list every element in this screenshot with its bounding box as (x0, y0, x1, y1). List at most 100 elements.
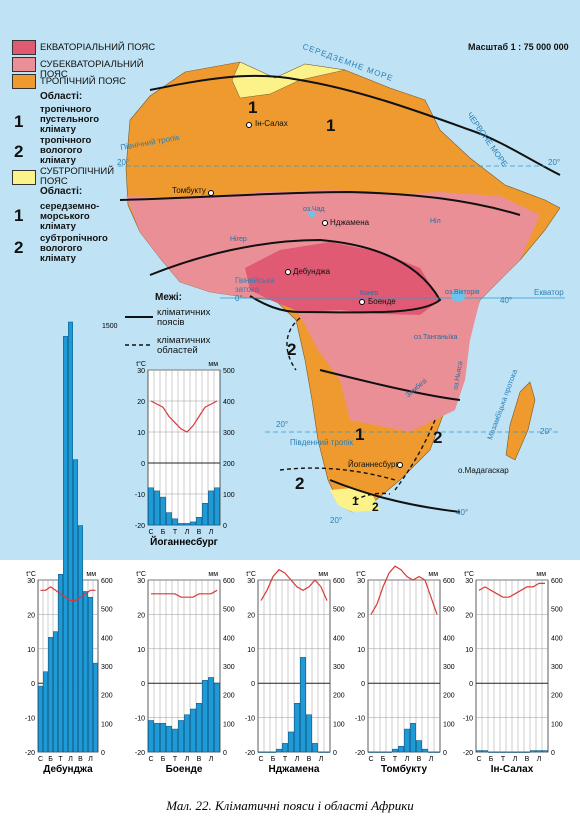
precip-bar (202, 503, 208, 526)
station-name: Боенде (166, 764, 203, 775)
p-tick-label: 600 (333, 578, 345, 585)
p-tick-label: 0 (101, 750, 105, 757)
month-label: С (148, 756, 153, 763)
city-dot-tombouctou (208, 190, 214, 196)
t-tick-label: -20 (25, 750, 35, 757)
p-tick-label: 0 (333, 750, 337, 757)
precip-bar (214, 682, 220, 753)
lake-chad (308, 211, 316, 217)
belt-boundary-4 (319, 369, 461, 401)
month-label: Б (161, 756, 166, 763)
precip-bar (88, 596, 93, 753)
t-unit-label: t°C (136, 360, 146, 368)
city-dot-debundscha (285, 269, 291, 275)
p-tick-label: 100 (223, 721, 235, 728)
precip-bar (392, 748, 398, 753)
t-tick-label: -10 (25, 716, 35, 723)
t-tick-label: 20 (27, 612, 35, 619)
precip-bar (488, 751, 494, 753)
precip-bar (214, 487, 220, 526)
t-tick-label: 30 (357, 578, 365, 585)
precip-bar (276, 748, 282, 753)
month-label: В (525, 756, 530, 763)
p-tick-label: 300 (223, 430, 235, 437)
precip-bar (500, 751, 506, 753)
precip-bar (482, 750, 488, 753)
precip-bar (324, 751, 330, 753)
precip-bar (494, 751, 500, 753)
p-tick-label: 300 (333, 664, 345, 671)
legend-tropical-num-1: 1 (14, 112, 24, 131)
legend: ЕКВАТОРІАЛЬНИЙ ПОЯС СУБЕКВАТОРІАЛЬНИЙ ПО… (0, 0, 160, 380)
legend-equatorial: ЕКВАТОРІАЛЬНИЙ ПОЯС (40, 42, 156, 53)
legend-tropical: ТРОПІЧНИЙ ПОЯС (40, 76, 127, 87)
precip-bar (264, 751, 270, 753)
station-name: Йоганнесбург (150, 535, 218, 548)
precip-bar (476, 750, 482, 753)
legend-regions-heading-2: Області: (40, 186, 83, 197)
precip-bar (38, 685, 43, 753)
precip-bar (160, 496, 166, 526)
precip-bar (422, 748, 428, 753)
month-label: Л (429, 756, 434, 763)
precip-bar (190, 708, 196, 753)
month-label: Л (405, 756, 410, 763)
p-unit-label: мм (536, 571, 546, 578)
swatch-subequatorial (12, 57, 36, 72)
belt-boundary-5 (329, 479, 461, 513)
t-tick-label: -20 (245, 750, 255, 757)
legend-tropical-num-2: 2 (14, 142, 24, 161)
station-name: Томбукту (381, 763, 427, 775)
p-tick-label: 200 (443, 693, 455, 700)
p-tick-label: 100 (333, 721, 345, 728)
precip-bar (208, 677, 214, 753)
belt-boundary-1 (149, 74, 561, 176)
t-tick-label: 0 (31, 681, 35, 688)
t-tick-label: 20 (137, 399, 145, 406)
precip-bar (190, 521, 196, 526)
precip-bar (184, 714, 190, 753)
p-tick-label: 400 (101, 635, 113, 642)
p-tick-label: 0 (223, 523, 227, 530)
t-tick-label: 30 (465, 578, 473, 585)
precip-bar (43, 671, 48, 753)
p-unit-label: мм (318, 571, 328, 578)
temperature-line (260, 568, 328, 601)
belt-boundary-3 (149, 238, 442, 314)
precip-bar (78, 525, 83, 753)
legend-subtropical-num-2: 2 (14, 238, 24, 257)
month-label: С (368, 756, 373, 763)
t-tick-label: -20 (355, 750, 365, 757)
month-label: Л (209, 529, 214, 536)
precip-bar (542, 750, 548, 753)
month-label: Л (295, 756, 300, 763)
p-tick-label: 300 (101, 664, 113, 671)
p-tick-label: 600 (443, 578, 455, 585)
precip-bar (178, 720, 184, 753)
month-label: С (476, 756, 481, 763)
p-tick-label: 200 (223, 461, 235, 468)
month-label: В (417, 756, 422, 763)
precip-bar (178, 523, 184, 526)
precip-bar (434, 751, 440, 753)
t-tick-label: -10 (245, 716, 255, 723)
t-tick-label: 0 (469, 681, 473, 688)
legend-tropical-text-1: тропічного пустельного клімату (40, 104, 100, 135)
month-label: Б (489, 756, 494, 763)
precip-bar (63, 336, 68, 753)
month-label: С (148, 529, 153, 536)
t-tick-label: -20 (135, 523, 145, 530)
legend-subequatorial: СУБЕКВАТОРІАЛЬНИЙ ПОЯС (40, 59, 144, 80)
p-tick-label: 0 (443, 750, 447, 757)
month-label: Л (88, 756, 93, 763)
boundaries-heading: Межі: (155, 292, 182, 303)
month-label: Б (161, 529, 166, 536)
precip-bar (172, 518, 178, 526)
month-label: В (197, 756, 202, 763)
t-tick-label: 10 (357, 647, 365, 654)
p-max-label: 1500 (102, 323, 118, 330)
p-tick-label: 400 (551, 635, 563, 642)
